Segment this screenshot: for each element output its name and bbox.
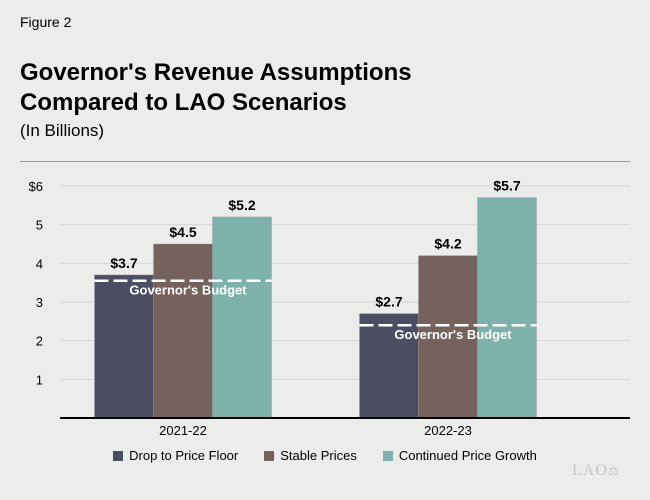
title-line-2: Compared to LAO Scenarios [20,89,347,116]
legend-swatch [113,450,124,461]
data-label: $5.7 [493,178,520,194]
data-label: $3.7 [110,255,137,271]
bar-stable-prices [153,243,213,419]
y-tick-label: 3 [36,295,43,310]
legend-swatch [264,450,275,461]
governors-budget-label: Governor's Budget [129,283,247,298]
chart-subtitle: (In Billions) [20,121,105,140]
legend-swatch [382,450,393,461]
legend-label: Drop to Price Floor [129,448,239,463]
y-tick-label: 1 [36,372,43,387]
governors-budget-label: Governor's Budget [394,327,512,342]
legend-item: Drop to Price Floor [113,448,238,463]
legend-label: Continued Price Growth [398,448,537,463]
title-line-1: Governor's Revenue Assumptions [20,59,412,86]
y-tick-label: 2 [36,334,43,349]
legend-item: Stable Prices [264,448,357,463]
legend-label: Stable Prices [280,448,357,463]
bar-drop-to-price-floor [94,274,154,419]
y-tick-label: $6 [29,179,43,194]
data-label: $5.2 [228,197,255,213]
chart-title: Governor's Revenue Assumptions Compared … [20,58,412,118]
bar-continued-price-growth [477,197,537,419]
lao-logo: LAO⚖ [572,462,620,479]
y-tick-label: 4 [36,256,43,271]
y-tick-label: 5 [36,218,43,233]
legend-item: Continued Price Growth [382,448,537,463]
bar-drop-to-price-floor [359,313,419,419]
data-label: $2.7 [375,294,402,310]
bar-stable-prices [418,255,478,419]
figure-label: Figure 2 [20,14,72,30]
bar-continued-price-growth [212,216,272,419]
legend: Drop to Price Floor Stable Prices Continue… [0,448,650,463]
title-divider [20,161,630,162]
x-tick-label: 2021-22 [159,423,207,438]
data-label: $4.2 [434,236,461,252]
x-tick-label: 2022-23 [424,423,472,438]
data-label: $4.5 [169,224,196,240]
